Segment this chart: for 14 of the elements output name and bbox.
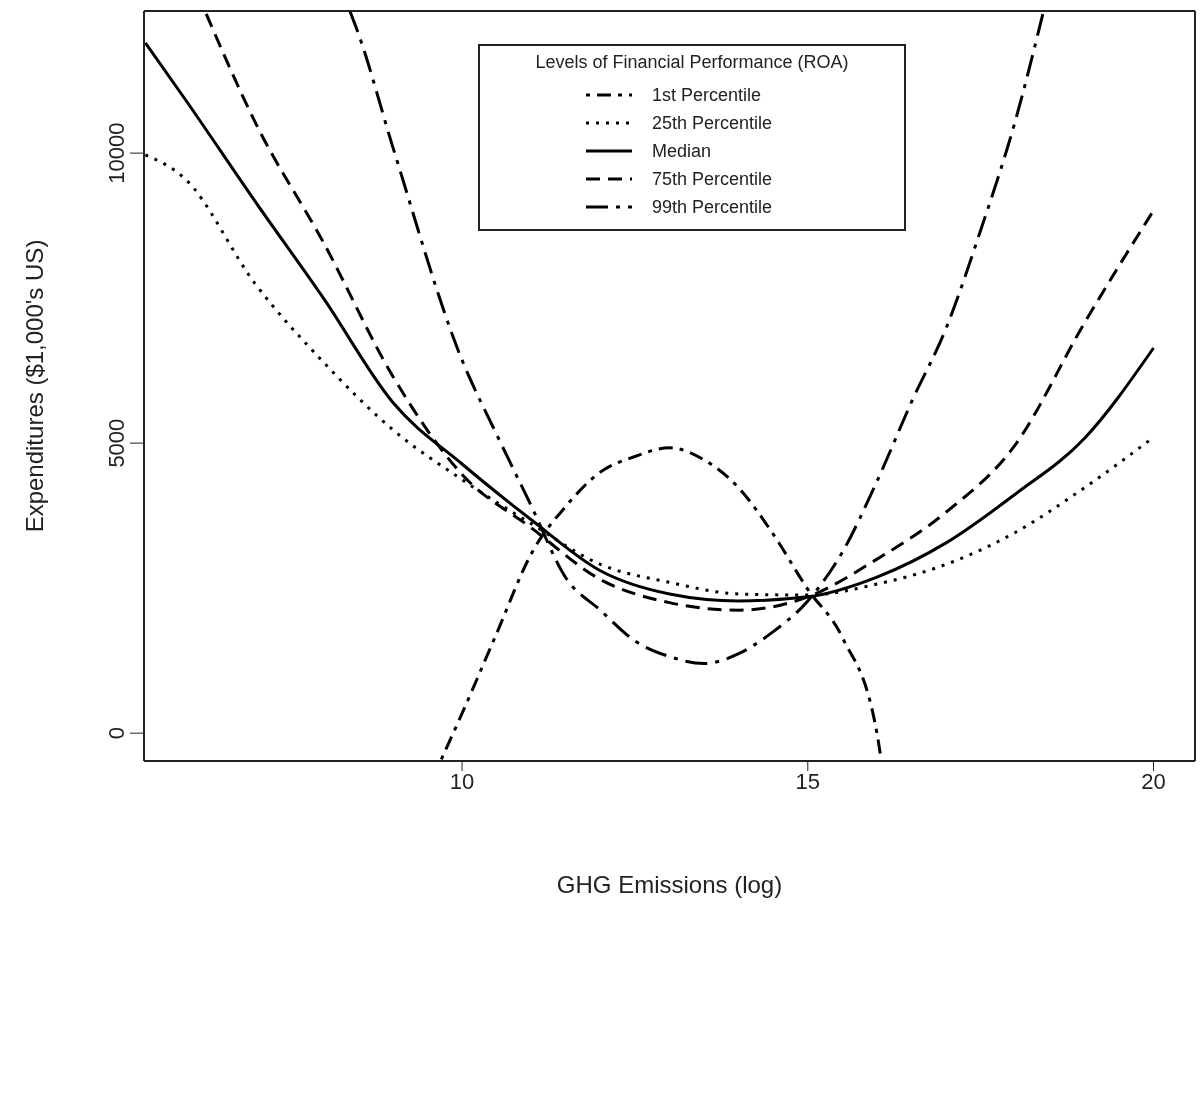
legend-label: 1st Percentile xyxy=(652,84,762,106)
x-tick-label: 15 xyxy=(795,768,821,794)
y-tick-label: 0 xyxy=(104,727,129,740)
y-axis-title: Expenditures ($1,000's US) xyxy=(20,239,48,533)
x-axis-title: GHG Emissions (log) xyxy=(556,871,783,898)
legend-label: Median xyxy=(652,140,712,162)
legend-title: Levels of Financial Performance (ROA) xyxy=(534,52,850,73)
legend-label: 75th Percentile xyxy=(652,168,773,190)
y-tick-label: 5000 xyxy=(104,418,129,468)
legend-label: 99th Percentile xyxy=(652,196,773,218)
legend-label: 25th Percentile xyxy=(652,112,773,134)
x-tick-label: 10 xyxy=(449,768,475,794)
y-tick-label: 10000 xyxy=(104,122,129,184)
x-tick-label: 20 xyxy=(1141,768,1166,794)
